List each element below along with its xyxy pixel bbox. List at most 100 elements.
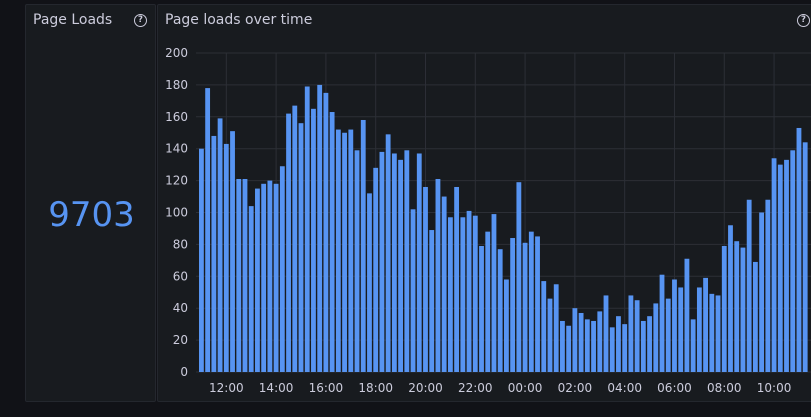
bar[interactable] [279,166,285,372]
bar[interactable] [684,258,690,372]
bar[interactable] [715,295,721,372]
bar[interactable] [647,316,652,372]
bar[interactable] [466,210,472,372]
bar[interactable] [367,193,372,372]
bar[interactable] [479,246,484,372]
bar[interactable] [603,295,609,372]
bar[interactable] [746,199,752,372]
bar[interactable] [416,153,422,372]
bar[interactable] [628,295,634,372]
bar[interactable] [472,215,478,372]
bar[interactable] [584,319,590,372]
bar[interactable] [553,284,559,372]
bar[interactable] [398,159,403,372]
bar[interactable] [360,119,366,373]
bar[interactable] [734,241,740,372]
bar[interactable] [653,303,659,372]
bar[interactable] [311,108,316,372]
bar[interactable] [703,277,708,372]
bar[interactable] [342,132,347,372]
bar[interactable] [566,325,572,372]
bar[interactable] [765,199,771,372]
bar[interactable] [223,143,229,372]
bar[interactable] [298,123,304,373]
bar[interactable] [354,150,360,372]
bar[interactable] [616,316,621,372]
bar[interactable] [497,249,503,372]
bar[interactable] [242,179,248,372]
bar[interactable] [721,246,727,372]
chart-panel-page-loads-over-time[interactable]: Page loads over time ? 0 20 40 60 80 100 120 14… [157,4,811,402]
bar[interactable] [485,231,491,372]
bar[interactable] [504,279,509,372]
question-circle-icon[interactable]: ? [134,14,147,27]
bar[interactable] [578,312,584,372]
bar[interactable] [236,179,242,372]
bar[interactable] [752,261,758,372]
bar[interactable] [784,159,789,372]
bar[interactable] [230,131,235,372]
bar[interactable] [802,142,808,372]
bar[interactable] [528,231,534,372]
bar[interactable] [622,324,628,372]
bar[interactable] [323,92,329,373]
bar[interactable] [709,293,715,372]
bar[interactable] [199,148,204,372]
bar[interactable] [796,127,802,372]
bar[interactable] [373,167,379,372]
bar[interactable] [659,274,665,372]
bar[interactable] [572,308,578,372]
bar[interactable] [609,327,615,372]
bar[interactable] [728,225,733,372]
bar[interactable] [597,311,603,372]
bar[interactable] [211,135,217,372]
bar[interactable] [267,180,273,372]
bar[interactable] [217,118,223,372]
bar[interactable] [329,112,335,373]
bar[interactable] [640,320,646,372]
bar[interactable] [672,279,677,372]
bar[interactable] [790,150,796,372]
bar[interactable] [696,287,702,372]
bar[interactable] [516,182,522,372]
bar[interactable] [522,242,528,372]
bar[interactable] [547,298,553,372]
bar[interactable] [759,212,765,373]
bar[interactable] [447,217,453,372]
bar[interactable] [273,183,279,372]
bar[interactable] [777,164,783,372]
bar[interactable] [385,134,391,372]
bar[interactable] [261,183,267,372]
bar[interactable] [348,129,354,372]
bar[interactable] [304,86,310,373]
bar[interactable] [560,320,565,372]
bar[interactable] [429,230,435,372]
bar[interactable] [248,206,254,372]
bar[interactable] [460,217,466,372]
bar[interactable] [740,247,746,372]
bar[interactable] [391,153,397,372]
bar[interactable] [255,188,260,372]
bar[interactable] [665,298,671,372]
bar[interactable] [690,319,696,372]
question-circle-icon[interactable]: ? [797,14,810,27]
bar[interactable] [404,150,410,372]
bar[interactable] [317,84,323,373]
bar[interactable] [454,186,460,372]
bar[interactable] [541,281,547,372]
bar[interactable] [678,287,684,372]
bar[interactable] [535,236,540,372]
bar[interactable] [491,214,497,372]
bar[interactable] [435,179,441,372]
bar[interactable] [292,105,298,372]
bar[interactable] [410,209,416,372]
bar[interactable] [335,129,341,372]
bar[interactable] [441,196,447,372]
stat-panel-page-loads[interactable]: Page Loads ? 9703 [25,4,156,402]
bar[interactable] [379,151,385,372]
bar[interactable] [634,300,640,372]
bar[interactable] [771,158,777,372]
bar[interactable] [591,320,596,372]
bar[interactable] [510,238,516,372]
bar[interactable] [205,88,211,372]
